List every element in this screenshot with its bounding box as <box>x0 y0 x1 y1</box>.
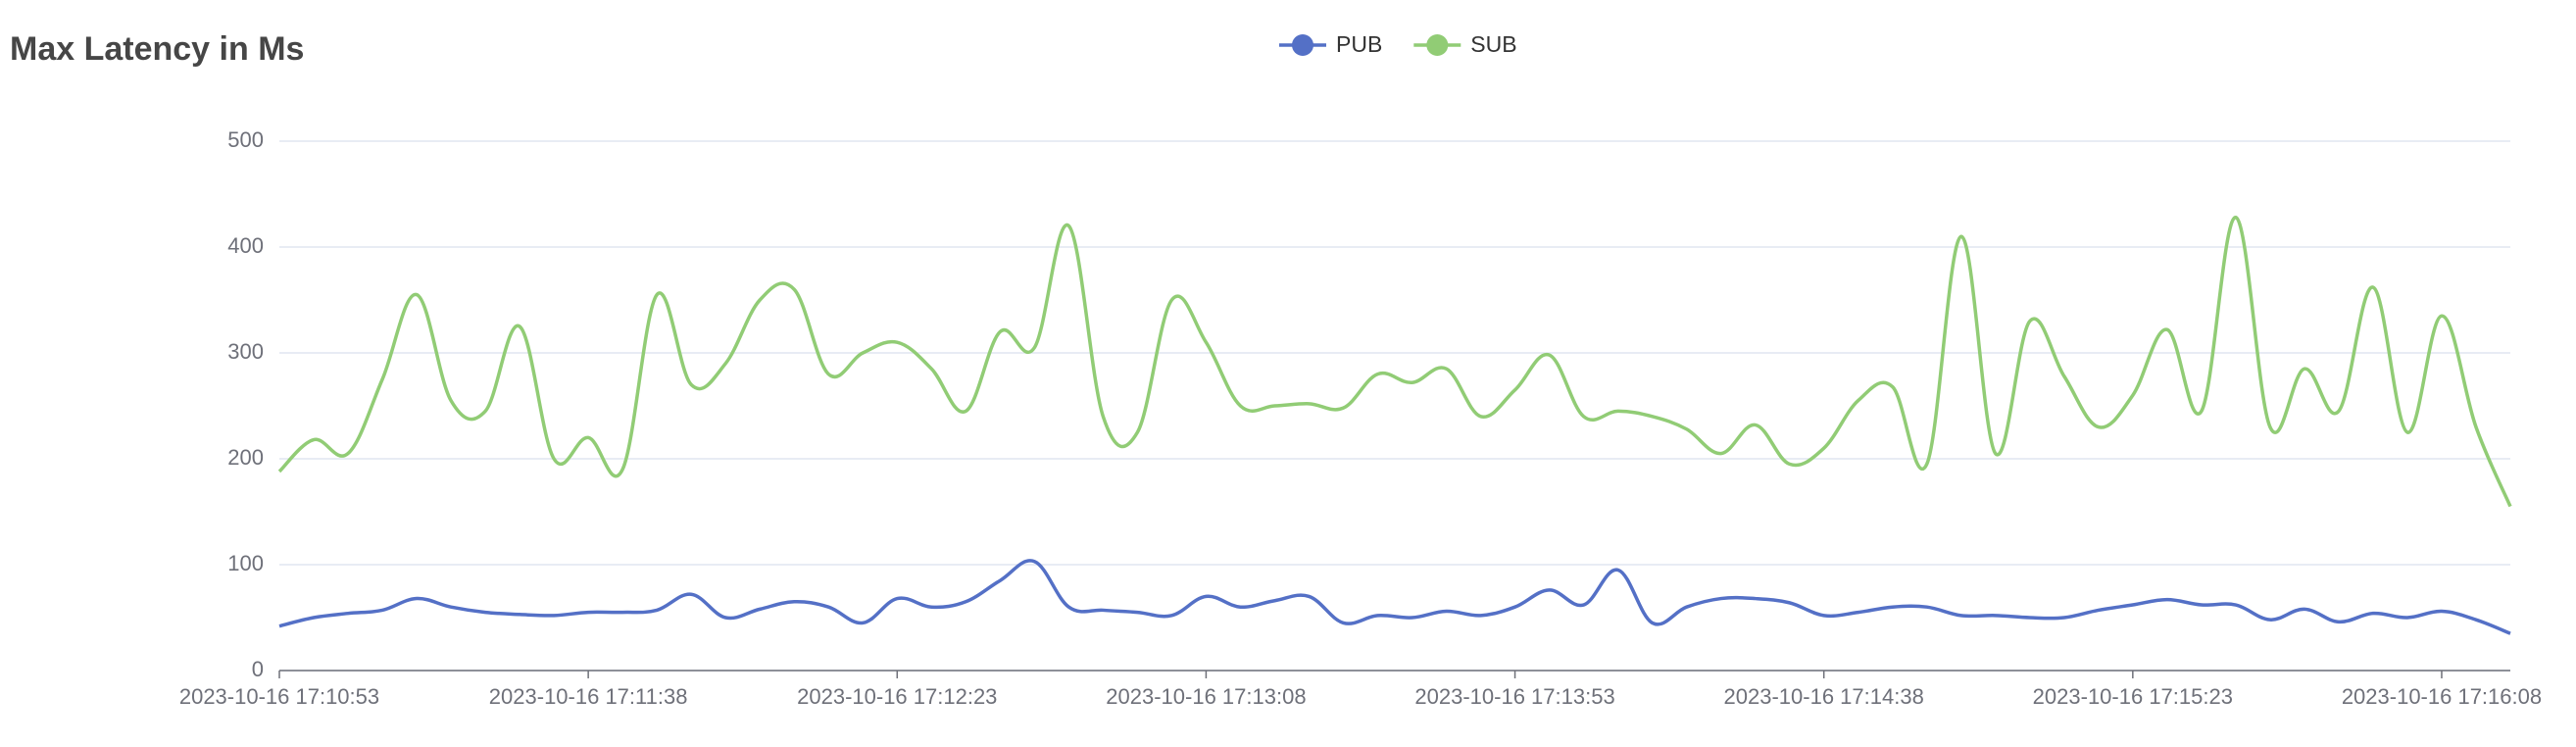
legend-marker <box>1292 34 1313 56</box>
y-tick-label: 200 <box>227 445 264 470</box>
series-line <box>277 216 2512 508</box>
legend-text: PUB <box>1336 31 1382 57</box>
x-tick-label: 2023-10-16 17:14:38 <box>1724 684 1924 709</box>
series-line <box>278 559 2511 635</box>
x-tick-label: 2023-10-16 17:16:08 <box>2342 684 2542 709</box>
x-tick-label: 2023-10-16 17:11:38 <box>489 684 688 709</box>
x-tick-label: 2023-10-16 17:13:08 <box>1106 684 1306 709</box>
chart-title: Max Latency in Ms <box>10 30 304 68</box>
y-tick-label: 500 <box>227 127 264 152</box>
y-tick-label: 300 <box>227 339 264 364</box>
x-tick-label: 2023-10-16 17:15:23 <box>2033 684 2233 709</box>
x-tick-label: 2023-10-16 17:13:53 <box>1414 684 1614 709</box>
x-tick-label: 2023-10-16 17:12:23 <box>797 684 997 709</box>
legend-text: SUB <box>1470 31 1516 57</box>
y-tick-label: 400 <box>227 233 264 258</box>
legend-marker <box>1426 34 1449 56</box>
x-tick-label: 2023-10-16 17:10:53 <box>179 684 379 709</box>
y-tick-label: 0 <box>252 657 264 681</box>
y-tick-label: 100 <box>227 551 264 575</box>
